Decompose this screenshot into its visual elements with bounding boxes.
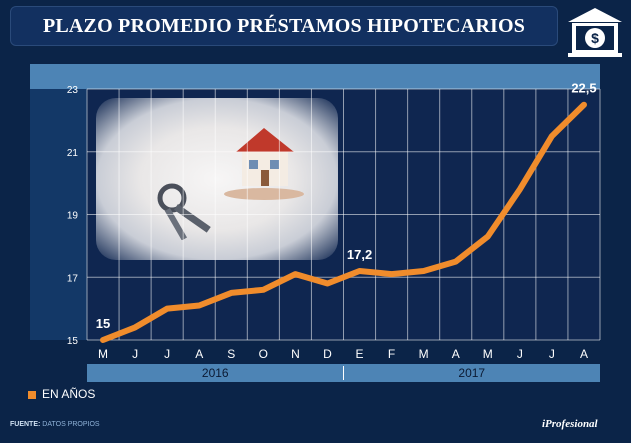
bank-dollar-icon: $ [568,8,622,57]
data-label: 22,5 [571,81,596,96]
data-point [485,233,491,239]
x-tick-label: D [323,347,332,361]
y-tick-label: 23 [67,85,79,96]
y-tick-label: 15 [67,336,79,347]
y-tick-label: 17 [67,273,79,284]
data-point [549,133,555,139]
x-tick-label: J [517,347,523,361]
source-note: FUENTE: DATOS PROPIOS [10,421,100,428]
svg-text:$: $ [591,30,599,46]
source-label: FUENTE: [10,421,41,428]
data-point [453,259,459,265]
series-line [100,101,587,343]
data-point [292,271,298,277]
data-point [517,186,523,192]
x-tick-label: O [259,347,268,361]
y-tick-label: 19 [67,211,79,222]
data-point [421,268,427,274]
data-point [357,268,363,274]
x-tick-label: J [549,347,555,361]
x-tick-label: J [132,347,138,361]
data-point [324,281,330,287]
source-text: DATOS PROPIOS [42,421,100,428]
chart-title: PLAZO PROMEDIO PRÉSTAMOS HIPOTECARIOS [42,15,526,37]
title-bar: PLAZO PROMEDIO PRÉSTAMOS HIPOTECARIOS [10,6,558,46]
data-point [228,290,234,296]
y-axis-band [30,89,87,340]
data-point [132,324,138,330]
legend-label: EN AÑOS [42,387,96,401]
x-tick-label: A [452,347,460,361]
data-point [389,271,395,277]
x-tick-label: F [388,347,395,361]
x-tick-label: A [195,347,203,361]
y-tick-label: 21 [67,148,79,159]
data-point [164,306,170,312]
legend-swatch [28,391,36,399]
x-tick-label: M [98,347,108,361]
data-label: 17,2 [347,247,372,262]
x-tick-label: J [164,347,170,361]
x-tick-label: E [356,347,364,361]
x-tick-label: N [291,347,300,361]
x-tick-label: M [419,347,429,361]
brand-logo: iProfesional [542,418,598,430]
x-tick-label: A [580,347,588,361]
data-point [260,287,266,293]
year-label-2016: 2016 [201,366,229,380]
data-point [100,337,106,343]
x-tick-label: S [227,347,235,361]
hands-house-keys-image [96,98,338,260]
data-point [581,102,587,108]
data-label: 15 [96,316,110,331]
year-label-2017: 2017 [458,366,486,380]
year-separator [343,366,344,380]
data-point [196,302,202,308]
x-tick-label: M [483,347,493,361]
top-band [30,64,600,89]
